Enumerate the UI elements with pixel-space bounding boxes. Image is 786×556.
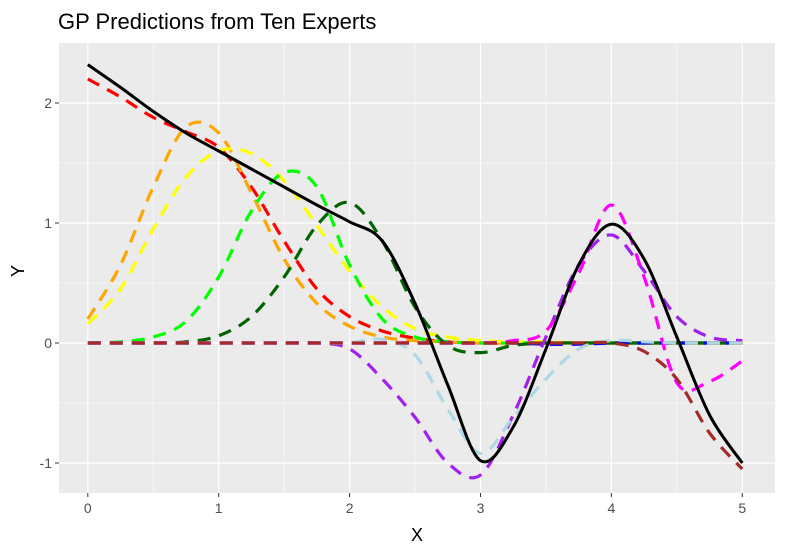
y-tick-label: 1 [44, 215, 52, 231]
minor-gridlines [59, 43, 775, 493]
series-lines [86, 63, 744, 480]
chart-title: GP Predictions from Ten Experts [58, 9, 376, 34]
y-axis-ticks: -1 0 1 2 [40, 95, 59, 471]
expert-prediction-line [87, 337, 743, 455]
x-axis-ticks: 0 1 2 3 4 5 [84, 493, 746, 516]
x-tick-label: 2 [346, 500, 354, 516]
x-tick-label: 0 [84, 500, 92, 516]
x-tick-label: 4 [607, 500, 615, 516]
y-tick-label: 0 [44, 335, 52, 351]
x-tick-label: 5 [738, 500, 746, 516]
plot-panel [59, 43, 775, 493]
aggregated-prediction-line [86, 63, 744, 464]
expert-prediction-line [87, 77, 743, 345]
major-gridlines [59, 43, 775, 493]
y-axis-title: Y [8, 265, 28, 277]
x-axis-title: X [411, 525, 423, 545]
expert-prediction-line [87, 169, 743, 345]
x-tick-label: 3 [477, 500, 485, 516]
y-tick-label: -1 [40, 455, 53, 471]
x-tick-label: 1 [215, 500, 223, 516]
y-tick-label: 2 [44, 95, 52, 111]
